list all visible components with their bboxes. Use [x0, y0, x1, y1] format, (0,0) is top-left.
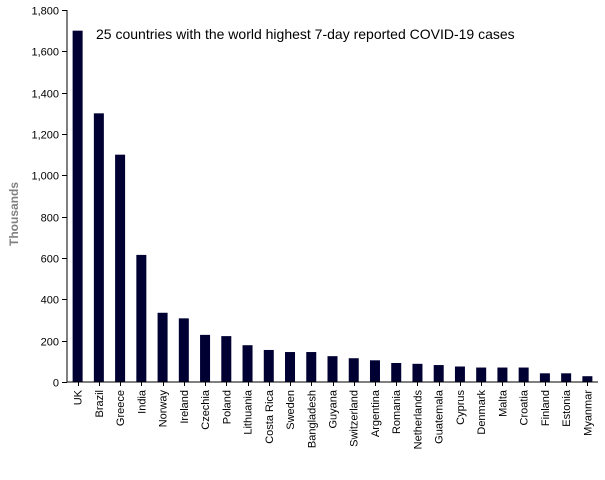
y-axis: 0 200 400 600 800 1,000 1,200 1,400 1,600 1,800 [31, 6, 68, 390]
bar [221, 336, 232, 382]
bar [93, 113, 104, 382]
chart-title: 25 countries with the world highest 7-da… [96, 26, 515, 42]
x-tick-label: India [136, 389, 148, 414]
x-tick-label: Poland [221, 390, 233, 424]
bar [561, 373, 572, 382]
x-tick-label: Czechia [200, 389, 212, 430]
bar [157, 312, 168, 382]
y-tick-label: 600 [41, 254, 59, 266]
x-tick-label: Finland [540, 390, 552, 426]
bar [306, 352, 317, 382]
bar [369, 360, 380, 382]
x-tick-label: Malta [497, 389, 509, 417]
x-tick-label: Lithuania [243, 389, 255, 435]
bar [285, 352, 296, 382]
x-tick-label: Switzerland [349, 390, 361, 447]
bar [72, 30, 83, 383]
x-tick-label: Estonia [561, 389, 573, 427]
bar [476, 367, 487, 382]
y-tick-label: 1,200 [31, 130, 59, 142]
x-tick-label: Denmark [476, 390, 488, 435]
x-tick-label: UK [73, 389, 85, 405]
bar [539, 373, 550, 382]
x-tick-label: Guatemala [434, 389, 446, 444]
x-tick-label: Argentina [370, 389, 382, 437]
x-tick-label: Norway [158, 390, 170, 428]
x-tick-label: Romania [391, 389, 403, 434]
y-tick-label: 1,800 [31, 6, 59, 18]
bar [497, 367, 508, 382]
x-tick-label: Croatia [519, 389, 531, 425]
x-tick-label: Netherlands [412, 390, 424, 450]
bar [115, 154, 126, 382]
x-tick-label: Greece [115, 390, 127, 426]
x-tick-label: Costa Rica [264, 389, 276, 444]
x-tick-label: Ireland [179, 390, 191, 424]
bar [454, 366, 465, 382]
y-axis-label: Thousands [7, 182, 21, 246]
x-tick-label: Brazil [94, 390, 106, 418]
bar [348, 358, 359, 382]
bar [412, 363, 423, 382]
bar [178, 318, 189, 382]
y-tick-label: 1,400 [31, 89, 59, 101]
y-tick-label: 0 [53, 378, 59, 390]
bar [136, 254, 147, 382]
bar [242, 345, 253, 382]
bar [391, 362, 402, 382]
y-tick-label: 800 [41, 213, 59, 225]
bar [327, 356, 338, 382]
bar [263, 349, 274, 382]
y-tick-label: 1,600 [31, 47, 59, 59]
x-tick-label: Sweden [285, 390, 297, 430]
x-tick-label: Cyprus [455, 390, 467, 425]
bar [518, 367, 529, 382]
bar [200, 334, 211, 382]
y-tick-label: 200 [41, 337, 59, 349]
bars [72, 30, 593, 383]
x-axis: UK Brazil Greece India Norway Ireland Czechia P… [67, 381, 598, 450]
x-tick-label: Guyana [328, 389, 340, 428]
y-tick-label: 400 [41, 295, 59, 307]
x-tick-label: Bangladesh [306, 390, 318, 448]
y-tick-label: 1,000 [31, 171, 59, 183]
x-tick-label: Myanmar [582, 390, 594, 436]
bar [582, 376, 593, 382]
bar [433, 365, 444, 382]
